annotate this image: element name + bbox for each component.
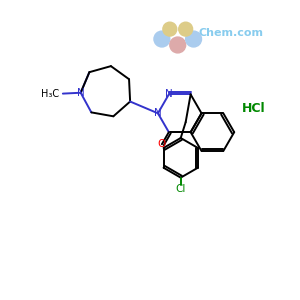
Text: H₃C: H₃C: [41, 88, 59, 99]
Circle shape: [163, 22, 177, 36]
Text: N: N: [165, 89, 173, 99]
Circle shape: [170, 37, 186, 53]
Circle shape: [186, 31, 202, 47]
Circle shape: [154, 31, 170, 47]
Circle shape: [179, 22, 193, 36]
Text: Chem.com: Chem.com: [199, 28, 264, 38]
Text: O: O: [158, 139, 166, 149]
Text: HCl: HCl: [242, 102, 266, 115]
Text: N: N: [154, 108, 162, 118]
Text: N: N: [77, 88, 85, 98]
Text: Cl: Cl: [176, 184, 186, 194]
